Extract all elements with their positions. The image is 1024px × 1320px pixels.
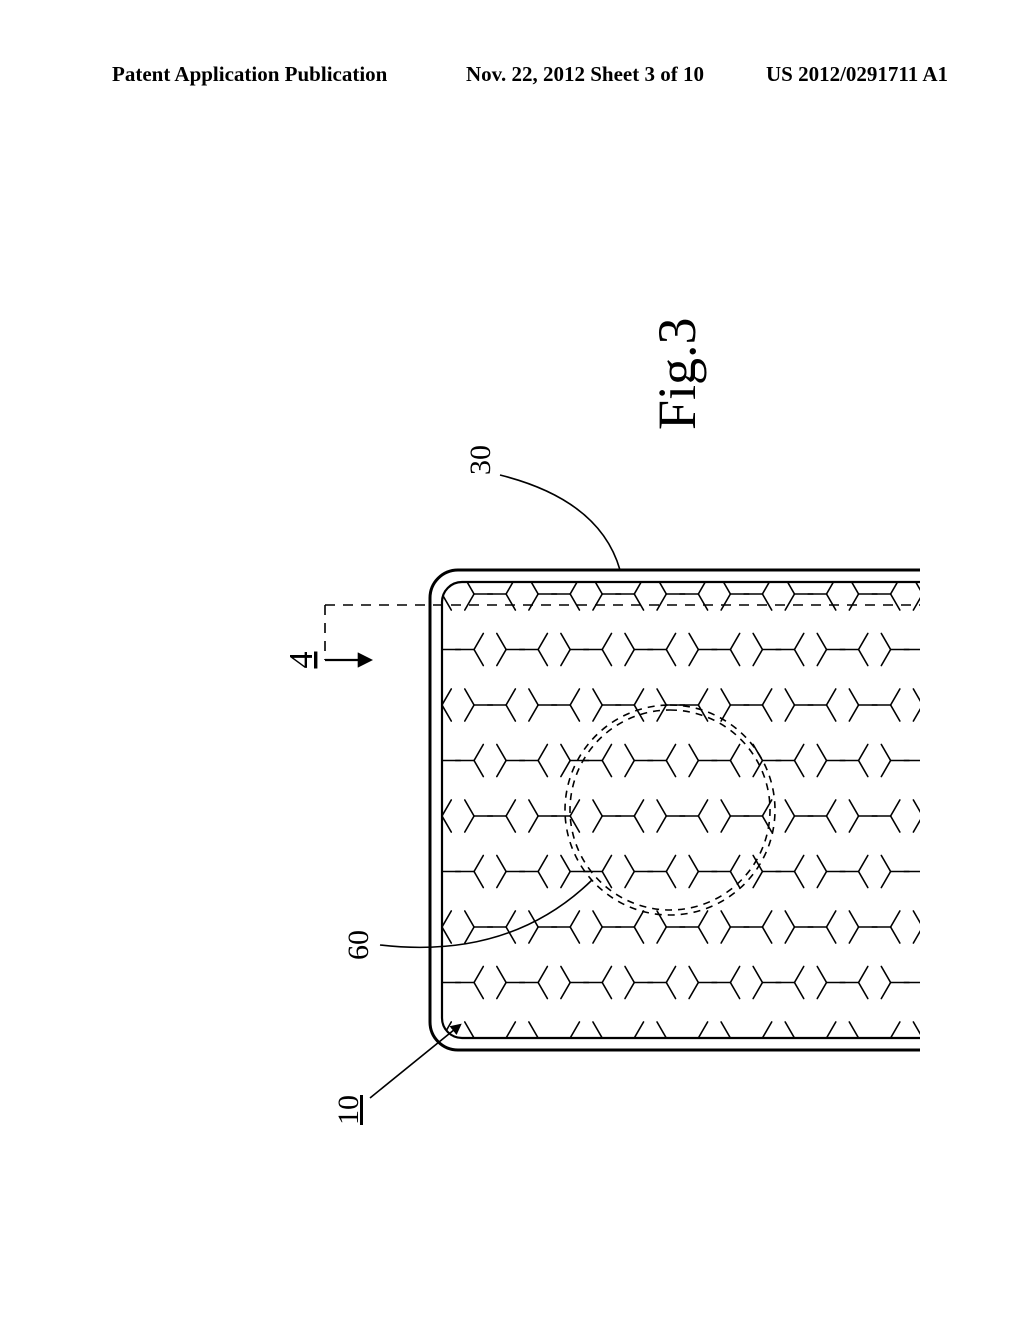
callout-10: 10 (332, 1095, 365, 1125)
header-right: US 2012/0291711 A1 (766, 62, 948, 87)
figure-3: 10306044Fig.3 (110, 170, 920, 1220)
figure-svg: 10306044Fig.3 (110, 170, 920, 1220)
figure-label: Fig.3 (647, 317, 707, 430)
section-label-4-top: 4 (283, 652, 320, 669)
header-center: Nov. 22, 2012 Sheet 3 of 10 (466, 62, 704, 87)
header-left: Patent Application Publication (112, 62, 387, 87)
callout-30: 30 (464, 445, 497, 475)
callout-60: 60 (342, 930, 375, 960)
